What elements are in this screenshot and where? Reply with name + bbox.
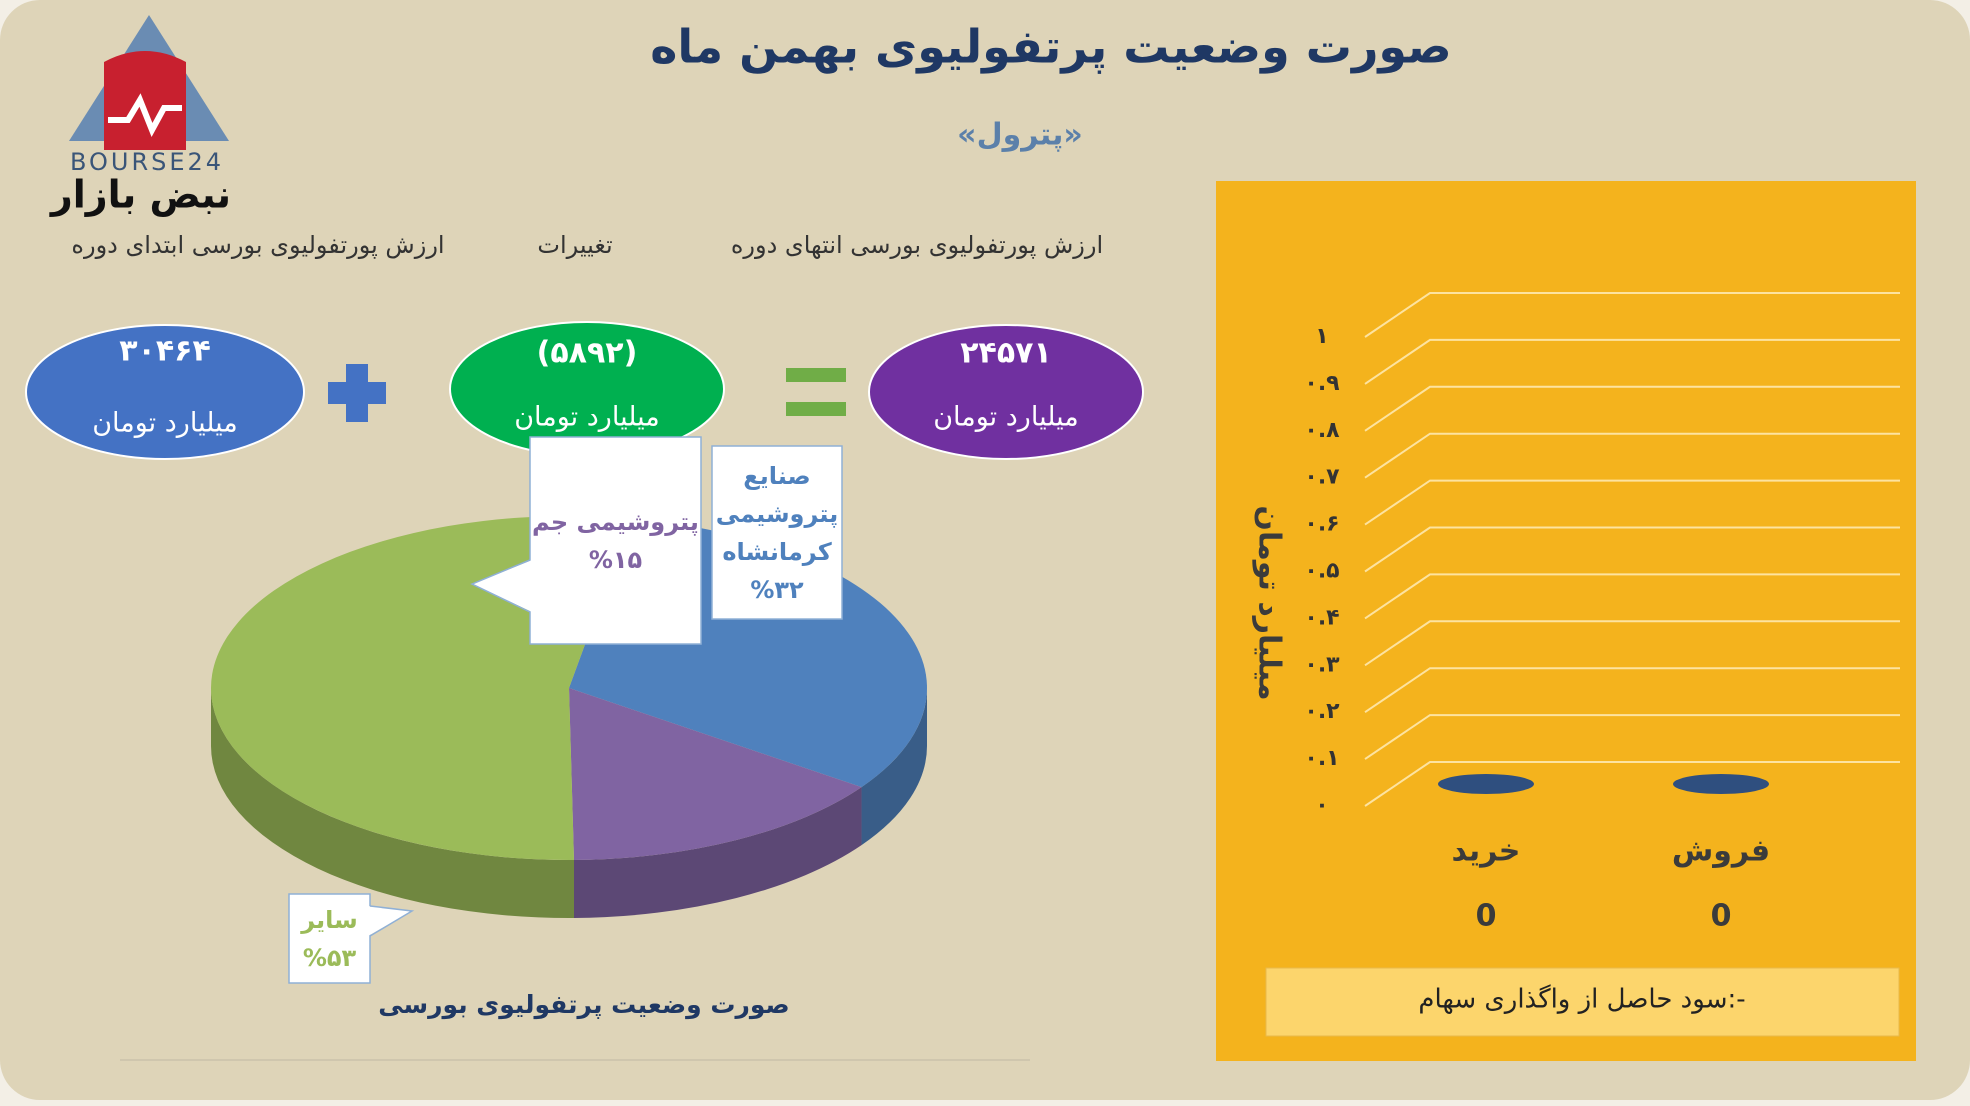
- value-bubble: [868, 324, 1144, 460]
- x-tick-label: خرید: [1452, 834, 1521, 869]
- pie-title: صورت وضعیت پرتفولیوی بورسی: [378, 990, 789, 1020]
- pie-slice-side: [573, 787, 862, 918]
- data-label: سایر %۵۳: [289, 894, 370, 983]
- grid-line: [1364, 526, 1900, 573]
- category-label: صنایع پتروشیمی کرمانشاه: [715, 461, 839, 566]
- data-label: 0: [1711, 899, 1732, 934]
- equation-label: ارزش پورتفولیوی بورسی ابتدای دوره: [71, 231, 444, 259]
- grid-line: [1364, 385, 1900, 432]
- callout-pointer: [472, 560, 532, 612]
- y-tick-label: ۰.۶: [1304, 512, 1339, 537]
- logo-name: نبض بازار: [49, 173, 231, 217]
- y-tick-label: ۰.۲: [1304, 699, 1340, 724]
- data-label: صنایع پتروشیمی کرمانشاه %۳۲: [712, 446, 842, 619]
- data-label: 0: [1476, 899, 1497, 934]
- value-label: %۵۳: [302, 943, 357, 972]
- category-label: پتروشیمی جم: [532, 507, 699, 536]
- category-label: سایر: [301, 905, 358, 934]
- callout-box: [288, 893, 371, 984]
- y-tick-label: ۱: [1315, 324, 1328, 349]
- grid-line: [1364, 573, 1900, 620]
- caption-box: [1265, 967, 1900, 1037]
- grid-line: [1364, 761, 1900, 807]
- equation-label: تغییرات: [537, 231, 612, 259]
- y-tick-label: ۰.۷: [1304, 465, 1340, 490]
- equation-value: ۲۴۵۷۱: [960, 336, 1052, 371]
- callout-pointer-edge: [470, 559, 531, 613]
- y-axis-label: میلیارد تومان: [1252, 505, 1287, 700]
- equals-sign: [786, 402, 846, 416]
- grid-line: [1364, 432, 1900, 479]
- grid-line: [1364, 667, 1900, 714]
- equation-value: ۳۰۴۶۴: [119, 334, 211, 369]
- bar: [1438, 774, 1534, 794]
- grid-line: [1364, 338, 1900, 385]
- subtitle: «پترول»: [957, 118, 1083, 153]
- callout-box: [711, 445, 843, 620]
- value-label: %۱۵: [588, 545, 643, 574]
- equation-value: (۵۸۹۲): [537, 336, 638, 371]
- x-tick-label: فروش: [1672, 834, 1770, 869]
- value-label: %۳۲: [750, 575, 804, 604]
- callout-pointer: [368, 906, 412, 936]
- y-tick-label: ۰.۳: [1304, 652, 1340, 677]
- callout-pointer-edge: [369, 905, 415, 937]
- data-label: پتروشیمی جم %۱۵: [530, 437, 701, 644]
- callout-box: [529, 436, 702, 645]
- y-tick-label: ۰.۹: [1304, 371, 1339, 396]
- equation-unit: میلیارد تومان: [933, 402, 1079, 433]
- y-tick-label: ۰.۴: [1304, 605, 1339, 630]
- logo-pulse: [108, 93, 182, 138]
- pie-slice-side: [861, 688, 927, 846]
- y-tick-label: ۰.۵: [1304, 559, 1339, 584]
- equation-unit: میلیارد تومان: [514, 402, 660, 433]
- grid-line: [1364, 714, 1900, 760]
- grid-line: [1364, 620, 1900, 667]
- pie-slice: [569, 688, 862, 860]
- pie-slice-side: [211, 688, 574, 918]
- bar: [1673, 774, 1769, 794]
- title: صورت وضعیت پرتفولیوی بهمن ماه: [650, 20, 1451, 75]
- equation-label: ارزش پورتفولیوی بورسی انتهای دوره: [731, 231, 1103, 259]
- equals-sign: [786, 368, 846, 382]
- equation-unit: میلیارد تومان: [92, 408, 238, 439]
- y-tick-label: ۰.۱: [1304, 746, 1339, 771]
- grid-line: [1364, 479, 1900, 526]
- grid-line: [1364, 292, 1900, 338]
- y-tick-label: ۰: [1315, 793, 1328, 818]
- value-bubble: [25, 324, 305, 460]
- y-tick-label: ۰.۸: [1304, 418, 1340, 443]
- chart-title: سود حاصل از واگذاری سهام:-: [1418, 984, 1745, 1015]
- logo-brand: BOURSE24: [70, 148, 224, 176]
- logo-mark: [104, 51, 186, 150]
- plus-sign: [328, 382, 386, 404]
